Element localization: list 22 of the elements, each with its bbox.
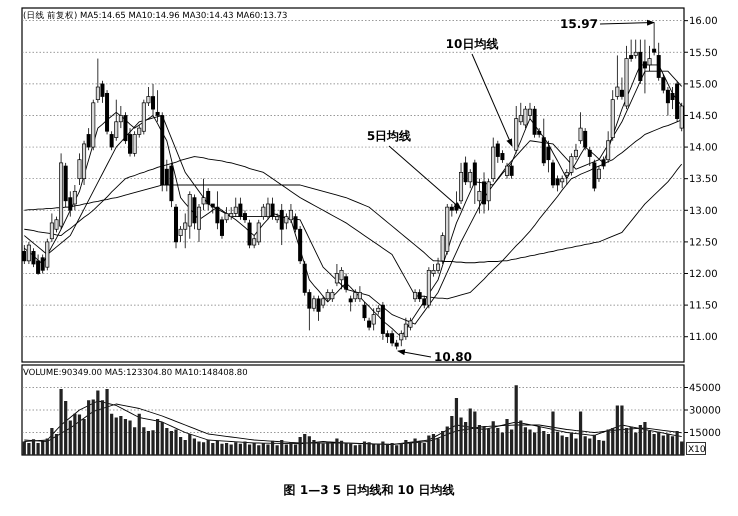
text: X10 [688, 445, 706, 455]
y-tick-label: 16.00 [689, 16, 718, 28]
annotation: 5日均线 [366, 129, 412, 143]
y-tick-label: 15.50 [689, 48, 718, 59]
y-tick-label: 30000 [689, 406, 721, 416]
y-tick-label: 11.00 [689, 332, 718, 344]
annotation: 10.80 [434, 350, 472, 364]
y-tick-label: 14.50 [689, 110, 718, 122]
y-tick-label: 14.00 [689, 142, 718, 154]
y-tick-label: 45000 [689, 383, 721, 394]
y-tick-label: 13.00 [689, 206, 718, 217]
caption: 图 1—3 5 日均线和 10 日均线 [284, 483, 454, 497]
y-tick-label: 13.50 [689, 174, 718, 186]
annotation: 15.97 [560, 17, 598, 31]
y-tick-label: 11.50 [689, 300, 718, 312]
y-tick-label: 12.00 [689, 269, 718, 280]
y-tick-label: 12.50 [689, 237, 718, 248]
chart-subtitle: VOLUME:90349.00 MA5:123304.80 MA10:148408.80 [23, 368, 248, 378]
annotation: 10日均线 [446, 37, 498, 51]
chart-subtitle: (日线 前复权) MA5:14.65 MA10:14.96 MA30:14.43 MA60:13.73 [23, 10, 288, 21]
y-tick-label: 15.00 [689, 79, 718, 90]
y-tick-label: 15000 [689, 428, 721, 439]
